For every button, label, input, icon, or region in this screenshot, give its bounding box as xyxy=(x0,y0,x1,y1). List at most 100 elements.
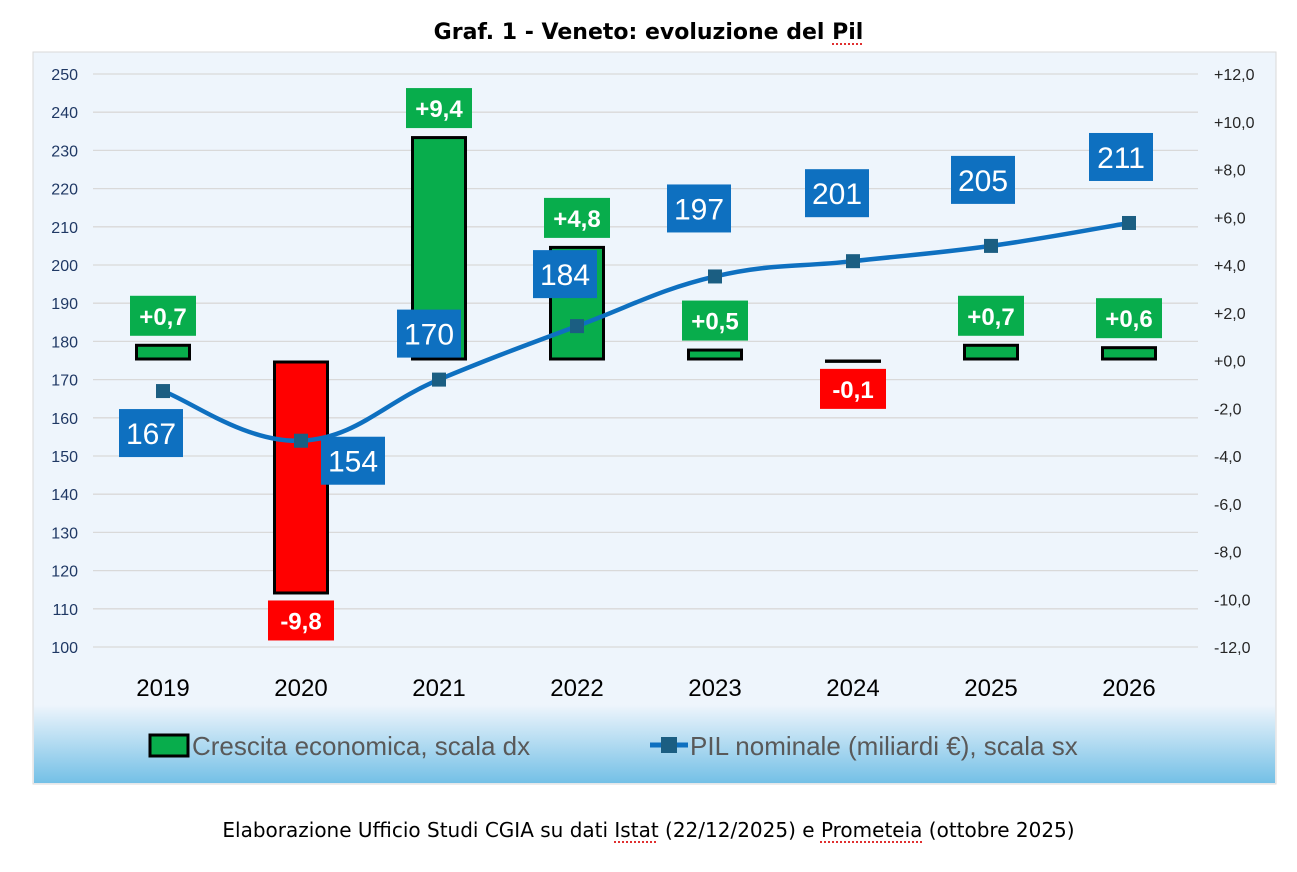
right-axis-tick: +6,0 xyxy=(1214,210,1246,227)
gdp-label: 205 xyxy=(958,165,1008,198)
right-axis-tick: +10,0 xyxy=(1214,115,1255,132)
bar-label-bg xyxy=(544,197,610,238)
gdp-label: 211 xyxy=(1097,142,1145,175)
x-axis-tick: 2022 xyxy=(550,675,603,702)
gdp-marker xyxy=(570,319,584,334)
right-axis-tick: +12,0 xyxy=(1214,67,1255,84)
left-axis-tick: 180 xyxy=(51,334,78,351)
gdp-marker xyxy=(156,384,170,399)
gdp-marker xyxy=(984,238,998,253)
caption-word-prometeia: Prometeia xyxy=(820,818,923,842)
right-axis-tick: +4,0 xyxy=(1214,258,1246,275)
gdp-label-bg xyxy=(951,155,1015,204)
gdp-label-bg xyxy=(119,409,183,458)
gdp-label: 170 xyxy=(404,319,454,352)
right-axis-tick: +8,0 xyxy=(1214,163,1246,180)
left-axis-tick: 110 xyxy=(52,602,78,619)
bar-label-bg xyxy=(820,368,886,409)
gdp-label-bg xyxy=(397,309,461,358)
left-axis: 250 240 230 220 210 200 190 180 170 160 150 140 130 1… xyxy=(51,67,78,657)
chart-title-underlined-word: Pil xyxy=(832,20,864,45)
left-axis-tick: 240 xyxy=(51,105,78,122)
bar xyxy=(963,343,1019,361)
gdp-marker xyxy=(708,269,722,284)
bar-label-bg xyxy=(1096,298,1162,339)
line-series xyxy=(156,215,1136,448)
bar-label: +0,7 xyxy=(967,304,1014,331)
bar-label: +0,7 xyxy=(139,304,186,331)
gdp-label-bg xyxy=(805,169,869,218)
right-axis-tick: -12,0 xyxy=(1214,640,1251,657)
gdp-label-bg xyxy=(533,250,597,299)
left-axis-tick: 100 xyxy=(51,640,78,657)
chart-title: Graf. 1 - Veneto: evoluzione del Pil xyxy=(0,20,1297,45)
x-axis-tick: 2024 xyxy=(826,675,879,702)
x-axis: 2019 2020 2021 2022 2023 2024 2025 2026 xyxy=(136,675,1155,702)
right-axis-tick: -2,0 xyxy=(1214,401,1242,418)
chart-title-text: Graf. 1 - Veneto: evoluzione del xyxy=(433,20,833,45)
bar-label-bg xyxy=(130,295,196,336)
x-axis-tick: 2020 xyxy=(274,675,327,702)
x-axis-tick: 2023 xyxy=(688,675,741,702)
x-axis-tick: 2019 xyxy=(136,675,189,702)
bar-label-bg xyxy=(958,295,1024,336)
bar xyxy=(1101,346,1157,361)
bar-label-bg xyxy=(406,88,472,129)
left-axis-tick: 140 xyxy=(51,487,78,504)
x-axis-tick: 2026 xyxy=(1102,675,1155,702)
left-axis-tick: 160 xyxy=(51,411,78,428)
gdp-label-bg xyxy=(1089,132,1153,181)
caption-text-3: (ottobre 2025) xyxy=(922,818,1075,842)
bar-label-bg xyxy=(268,600,334,641)
gdp-label: 184 xyxy=(540,259,590,292)
legend: Crescita economica, scala dx PIL nominal… xyxy=(148,731,1078,761)
bar xyxy=(825,359,881,363)
legend-marker-swatch xyxy=(661,737,677,753)
bar-label: +0,5 xyxy=(691,309,738,336)
left-axis-tick: 230 xyxy=(51,143,78,160)
bar-label: -0,1 xyxy=(832,377,873,404)
right-axis: +12,0 +10,0 +8,0 +6,0 +4,0 +2,0 +0,0 -2,0 -4,0 -6… xyxy=(1214,67,1255,657)
gdp-marker xyxy=(294,433,308,448)
gdp-label: 197 xyxy=(674,193,724,226)
gdp-marker xyxy=(1122,215,1136,230)
right-axis-tick: +0,0 xyxy=(1214,354,1246,371)
right-axis-tick: -10,0 xyxy=(1214,592,1251,609)
left-axis-tick: 170 xyxy=(51,373,78,390)
caption-text-2: (22/12/2025) e xyxy=(658,818,821,842)
bar xyxy=(135,343,191,361)
gdp-label: 167 xyxy=(126,418,176,451)
gdp-label-bg xyxy=(321,436,385,485)
gdp-label-bg xyxy=(667,184,731,233)
x-axis-tick: 2025 xyxy=(964,675,1017,702)
bar-label: +4,8 xyxy=(553,206,600,233)
right-axis-tick: +2,0 xyxy=(1214,306,1246,323)
gdp-label: 154 xyxy=(328,446,378,479)
caption-word-istat: Istat xyxy=(614,818,659,842)
left-axis-tick: 190 xyxy=(51,296,78,313)
caption-text-1: Elaborazione Ufficio Studi CGIA su dati xyxy=(222,818,615,842)
legend-label-gdp: PIL nominale (miliardi €), scala sx xyxy=(690,731,1078,761)
right-axis-tick: -6,0 xyxy=(1214,497,1242,514)
gdp-line xyxy=(162,220,1130,443)
left-axis-tick: 130 xyxy=(51,525,78,542)
left-axis-tick: 150 xyxy=(51,449,78,466)
bar-label: -9,8 xyxy=(280,608,321,635)
gdp-marker xyxy=(846,254,860,269)
source-caption: Elaborazione Ufficio Studi CGIA su dati … xyxy=(0,818,1297,842)
x-axis-tick: 2021 xyxy=(412,675,465,702)
left-axis-tick: 200 xyxy=(51,258,78,275)
bar xyxy=(273,360,329,595)
legend-swatch-growth xyxy=(148,733,190,758)
left-axis-tick: 250 xyxy=(51,67,78,84)
bar-label: +0,6 xyxy=(1105,306,1152,333)
right-axis-tick: -8,0 xyxy=(1214,545,1242,562)
left-axis-tick: 120 xyxy=(51,564,78,581)
legend-label-growth: Crescita economica, scala dx xyxy=(192,731,530,761)
right-axis-tick: -4,0 xyxy=(1214,449,1242,466)
gdp-label: 201 xyxy=(812,178,862,211)
left-axis-tick: 210 xyxy=(51,220,78,237)
data-labels: +0,7 -9,8 +9,4 +4,8 +0,5 -0,1 +0,7 +0,6 167 154 17… xyxy=(119,88,1162,641)
gdp-marker xyxy=(432,372,446,387)
